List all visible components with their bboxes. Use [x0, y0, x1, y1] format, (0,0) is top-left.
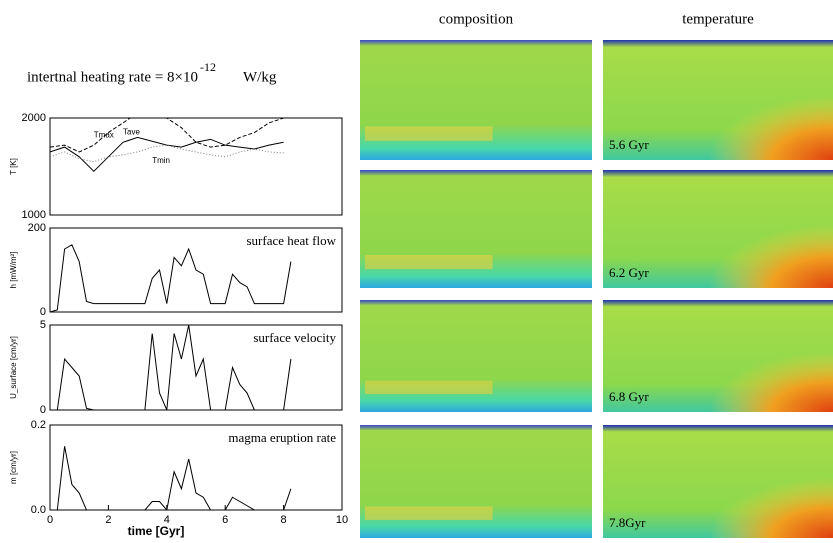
y-tick-label: 5 [40, 319, 46, 331]
field-hot [695, 344, 833, 412]
field-image [360, 425, 592, 538]
chart: 0 5 U_surface [cm/yr] surface velocity [9, 319, 343, 416]
field-plume [365, 254, 493, 270]
heading-exponent: -12 [200, 60, 216, 74]
chart: 1000 2000 T [K] Tmax Tave Tmin [9, 112, 343, 221]
plot-frame [49, 117, 343, 216]
field-hot [695, 88, 833, 160]
field-image [360, 300, 592, 412]
field-image [360, 40, 592, 160]
time-label: 6.8 Gyr [609, 389, 649, 404]
x-tick-label: 6 [222, 514, 228, 526]
y-tick-label: 2000 [22, 112, 46, 124]
legend-label: Tmin [152, 156, 170, 165]
y-axis-label: T [K] [9, 158, 18, 175]
heading-unit: W/kg [243, 69, 277, 85]
plot-frame [49, 227, 343, 313]
column-title: temperature [682, 11, 754, 27]
x-tick-label: 4 [164, 514, 170, 526]
x-axis-label: time [Gyr] [128, 524, 185, 538]
x-tick-label: 8 [281, 514, 287, 526]
data-line [50, 136, 284, 173]
y-axis-label: h [mW/m²] [9, 252, 18, 289]
field-image [360, 170, 592, 288]
field-plume [365, 380, 493, 395]
field-plume [365, 506, 493, 520]
annotation: surface velocity [253, 330, 336, 345]
x-tick-label: 2 [105, 514, 111, 526]
field-hot [695, 217, 833, 288]
y-tick-label: 0 [40, 306, 46, 318]
y-tick-label: 0 [40, 404, 46, 416]
data-line [50, 144, 284, 163]
plot-frame [49, 324, 343, 411]
chart: 0.0 0.2 m [cm/yr] magma eruption rate 0 2 4 6 8 1… [9, 419, 348, 538]
chart: 0 200 h [mW/m²] surface heat flow [9, 222, 343, 318]
annotation: surface heat flow [246, 233, 336, 248]
annotation: magma eruption rate [228, 430, 336, 445]
y-tick-label: 1000 [22, 209, 46, 221]
y-tick-label: 0.0 [31, 504, 46, 516]
plot-frame [49, 424, 343, 511]
x-tick-label: 10 [336, 514, 348, 526]
data-line [50, 325, 292, 410]
y-tick-label: 200 [28, 222, 46, 234]
time-label: 6.2 Gyr [609, 265, 649, 280]
heading: intertnal heating rate = 8×10 [27, 69, 198, 85]
field-hot [695, 470, 833, 538]
y-tick-label: 0.2 [31, 419, 46, 431]
y-axis-label: U_surface [cm/yr] [9, 336, 18, 399]
data-line [50, 244, 292, 312]
legend-label: Tave [123, 127, 140, 136]
data-line [50, 118, 284, 153]
field-plume [365, 126, 493, 141]
x-tick-label: 0 [47, 514, 53, 526]
data-line [50, 446, 292, 510]
y-axis-label: m [cm/yr] [9, 451, 18, 484]
legend-label: Tmax [94, 130, 114, 139]
column-title: composition [439, 11, 514, 27]
time-label: 7.8Gyr [609, 515, 646, 530]
time-label: 5.6 Gyr [609, 137, 649, 152]
